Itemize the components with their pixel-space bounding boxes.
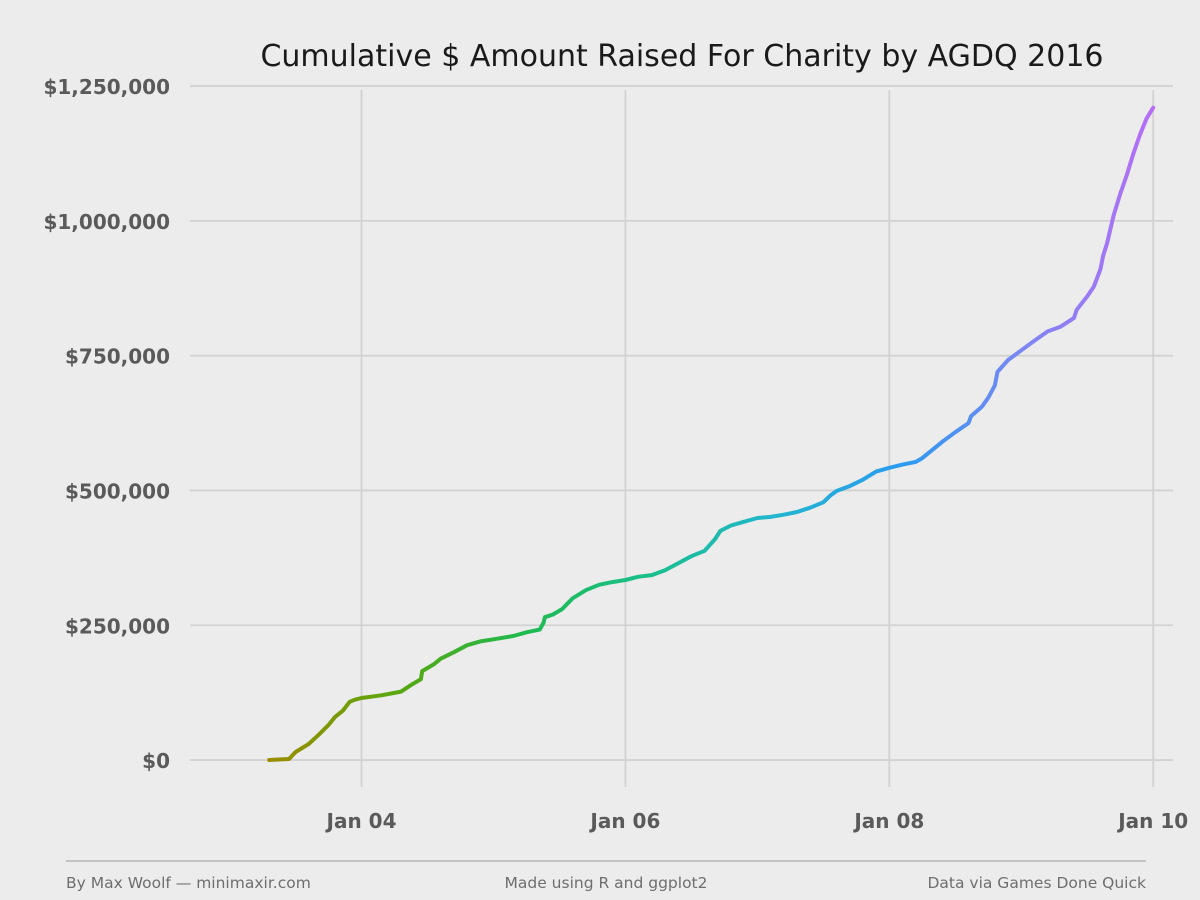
x-gridlines (360, 90, 1155, 787)
x-axis-tick-labels: Jan 04 Jan 06 Jan 08 Jan 10 (325, 809, 1189, 833)
footer-tools: Made using R and ggplot2 (505, 874, 708, 892)
y-gridlines (190, 85, 1173, 761)
y-tick-label: $250,000 (65, 614, 170, 638)
y-tick-label: $500,000 (65, 479, 170, 503)
x-tick-label: Jan 06 (588, 809, 660, 833)
footer-source: Data via Games Done Quick (927, 874, 1146, 892)
chart-title: Cumulative $ Amount Raised For Charity b… (260, 39, 1103, 74)
y-axis-tick-labels: $0 $250,000 $500,000 $750,000 $1,000,000 $1,2… (43, 75, 170, 773)
cumulative-amount-line (267, 105, 1156, 762)
series-group (267, 105, 1156, 762)
y-tick-label: $1,250,000 (43, 75, 170, 99)
y-tick-label: $1,000,000 (43, 210, 170, 234)
footer-credit: By Max Woolf — minimaxir.com (66, 874, 311, 892)
y-tick-label: $750,000 (65, 345, 170, 369)
y-tick-label: $0 (142, 749, 170, 773)
x-tick-label: Jan 04 (325, 809, 397, 833)
x-tick-label: Jan 08 (852, 809, 924, 833)
x-tick-label: Jan 10 (1116, 809, 1188, 833)
